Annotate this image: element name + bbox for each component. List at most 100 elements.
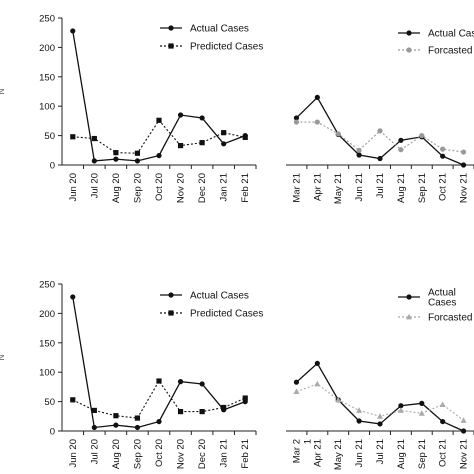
x-tick-label: Jun 21 <box>354 439 365 468</box>
data-point <box>199 381 205 387</box>
legend-marker <box>406 313 412 320</box>
x-tick-label: Mar 2 <box>291 439 302 463</box>
data-point <box>242 134 248 140</box>
data-point <box>356 407 363 413</box>
data-point <box>134 150 141 156</box>
data-point <box>440 418 446 425</box>
data-point <box>177 379 184 385</box>
data-point <box>460 162 467 168</box>
data-point <box>314 360 320 366</box>
series-1 <box>293 94 467 168</box>
data-point <box>91 135 97 142</box>
x-tick-label: Sep 21 <box>417 173 428 203</box>
x-tick-label: Nov 20 <box>176 173 187 203</box>
x-tick-label: Feb 21 <box>240 173 251 203</box>
data-point <box>199 115 205 121</box>
x-tick-label: Nov 20 <box>176 439 187 469</box>
x-tick-label: Jan 21 <box>219 173 230 202</box>
x-tick-label: Nov 21 <box>459 173 470 203</box>
y-tick-label: 250 <box>39 14 55 25</box>
series-1 <box>293 360 467 434</box>
data-point <box>377 128 383 134</box>
data-point <box>177 112 184 118</box>
legend-marker <box>168 310 174 316</box>
data-point <box>293 379 300 385</box>
data-point <box>398 147 404 153</box>
x-tick-label: Dec 20 <box>197 439 208 469</box>
data-point <box>377 421 383 427</box>
x-tick-label: Apr 21 <box>312 439 323 467</box>
series-line <box>296 362 464 432</box>
data-point <box>221 141 227 147</box>
legend-label: Cases <box>428 298 456 309</box>
data-point <box>70 397 76 403</box>
x-tick-label: Oct 21 <box>438 173 449 201</box>
data-point <box>113 150 119 156</box>
data-point <box>419 400 425 406</box>
data-point <box>91 407 97 414</box>
legend-marker <box>406 294 412 300</box>
legend-label: Actual Cas <box>428 29 474 40</box>
data-point <box>439 401 446 407</box>
chart-panel-3: Jun 20 Jul 20 Aug 20 Sep 20 Oct 20 Nov 20 Dec … <box>0 280 263 470</box>
y-tick-label: 0 <box>50 161 55 172</box>
x-tick-label: Sep 21 <box>417 439 428 469</box>
legend-label: Actual Cases <box>190 291 249 302</box>
data-point <box>314 94 320 100</box>
x-tick-label: Oct 20 <box>154 173 165 201</box>
data-point <box>460 428 467 434</box>
data-point <box>397 407 404 413</box>
y-tick-label: 100 <box>39 102 55 113</box>
data-point <box>314 380 321 387</box>
x-tick-label: 1 <box>302 439 313 444</box>
x-tick-label: Aug 21 <box>396 173 407 203</box>
data-point <box>335 131 341 137</box>
data-point <box>113 422 119 428</box>
series-2 <box>70 378 248 421</box>
data-point <box>293 388 300 395</box>
data-point <box>134 424 141 431</box>
data-point <box>70 134 76 140</box>
legend: Actual Cases Predicted Cases <box>160 24 263 53</box>
legend: Actual Cases Predicted Cases <box>160 291 263 320</box>
x-tick-label: Oct 20 <box>154 439 165 467</box>
x-tick-label: Jun 20 <box>68 439 79 468</box>
data-point <box>199 140 205 146</box>
data-point <box>460 417 467 423</box>
data-point <box>398 403 404 409</box>
legend-label: Actual Cases <box>190 24 249 35</box>
data-point <box>356 418 362 424</box>
chart-panel-1: Jun 20 Jul 20 Aug 20 Sep 20 Oct 20 Nov 20 Dec … <box>0 14 263 204</box>
x-tick-label: Oct 21 <box>438 439 449 467</box>
data-point <box>221 404 227 411</box>
y-tick-label: 100 <box>39 368 55 379</box>
series-line <box>72 119 246 154</box>
data-point <box>177 142 184 149</box>
x-tick-label: May 21 <box>333 439 344 470</box>
x-tick-label: Aug 20 <box>111 439 122 469</box>
data-point <box>156 152 162 159</box>
legend-label: Predicted Cases <box>190 309 263 320</box>
data-point <box>440 153 446 159</box>
x-tick-label: Apr 21 <box>312 173 323 201</box>
y-tick-label: 0 <box>50 427 55 438</box>
x-tick-label: Aug 20 <box>111 173 122 203</box>
legend-label: Actual <box>428 288 456 299</box>
data-point <box>70 294 76 300</box>
x-tick-label: Sep 20 <box>132 439 143 469</box>
data-point <box>91 424 97 431</box>
y-tick-label: 250 <box>39 280 55 291</box>
x-tick-label: Jul 21 <box>375 439 386 464</box>
data-point <box>156 418 162 425</box>
x-tick-label: Aug 21 <box>396 439 407 469</box>
data-point <box>293 115 300 121</box>
x-tick-label: Sep 20 <box>132 173 143 203</box>
x-tick-label: Dec 20 <box>197 173 208 203</box>
data-point <box>398 137 404 143</box>
data-point <box>460 149 467 155</box>
legend-marker <box>168 43 174 49</box>
series-line <box>296 121 464 153</box>
data-point <box>418 410 425 416</box>
